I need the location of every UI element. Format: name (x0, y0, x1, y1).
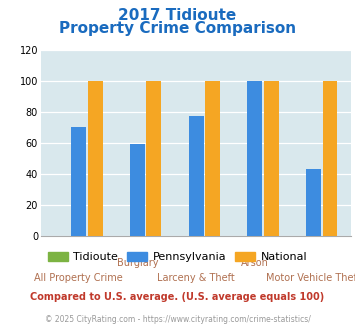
Text: 2017 Tidioute: 2017 Tidioute (118, 8, 237, 23)
Bar (189, 116, 203, 236)
Text: Larceny & Theft: Larceny & Theft (157, 274, 235, 283)
Bar (205, 81, 220, 236)
Bar (306, 169, 321, 236)
Text: All Property Crime: All Property Crime (34, 274, 123, 283)
Legend: Tidioute, Pennsylvania, National: Tidioute, Pennsylvania, National (43, 248, 312, 267)
Bar (147, 81, 161, 236)
Bar (247, 81, 262, 236)
Bar (88, 81, 103, 236)
Text: Compared to U.S. average. (U.S. average equals 100): Compared to U.S. average. (U.S. average … (31, 292, 324, 302)
Bar (71, 127, 86, 236)
Bar (130, 144, 145, 236)
Text: Property Crime Comparison: Property Crime Comparison (59, 21, 296, 36)
Text: Burglary: Burglary (117, 258, 158, 268)
Bar (264, 81, 279, 236)
Text: Motor Vehicle Theft: Motor Vehicle Theft (266, 274, 355, 283)
Text: Arson: Arson (241, 258, 269, 268)
Text: © 2025 CityRating.com - https://www.cityrating.com/crime-statistics/: © 2025 CityRating.com - https://www.city… (45, 315, 310, 324)
Bar (323, 81, 337, 236)
